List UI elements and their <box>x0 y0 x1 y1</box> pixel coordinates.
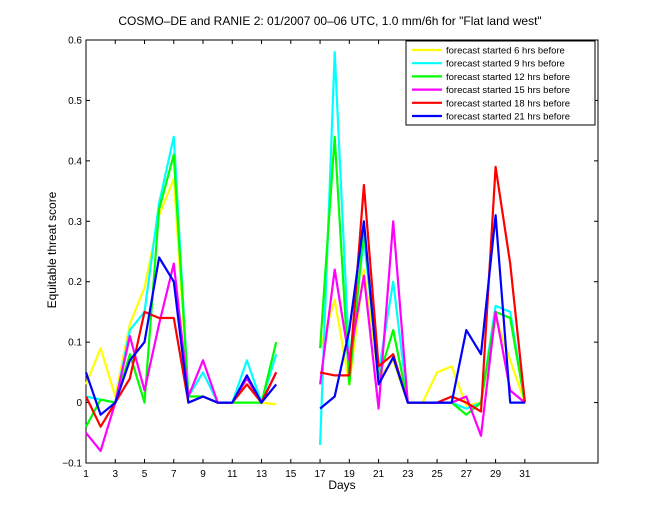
legend-entry-1: forecast started 6 hrs before <box>446 46 565 57</box>
y-tick-label: 0.4 <box>68 156 82 167</box>
y-axis-label: Equitable threat score <box>45 191 59 309</box>
legend-entry-2: forecast started 9 hrs before <box>446 59 565 70</box>
x-tick-label: 9 <box>200 469 206 480</box>
x-tick-label: 3 <box>112 469 118 480</box>
x-tick-label: 11 <box>227 469 238 480</box>
legend-entry-6: forecast started 21 hrs before <box>446 112 570 123</box>
x-tick-label: 25 <box>432 469 444 480</box>
chart-title: COSMO–DE and RANIE 2: 01/2007 00–06 UTC,… <box>118 14 542 28</box>
x-tick-label: 7 <box>171 469 177 480</box>
x-tick-label: 19 <box>344 469 356 480</box>
series-line-6 <box>84 214 525 416</box>
x-tick-label: 31 <box>519 469 531 480</box>
axes-box <box>85 39 599 464</box>
y-tick-label: 0.6 <box>68 36 82 47</box>
y-tick-label: −0.1 <box>62 459 82 470</box>
legend-entry-5: forecast started 18 hrs before <box>446 98 570 109</box>
legend-entry-4: forecast started 15 hrs before <box>446 85 570 96</box>
x-tick-label: 15 <box>285 469 297 480</box>
y-tick-label: 0.5 <box>68 96 82 107</box>
y-tick-label: 0.2 <box>68 277 82 288</box>
y-tick-label: 0.1 <box>68 338 82 349</box>
x-tick-label: 27 <box>461 469 473 480</box>
y-tick-label: 0 <box>76 398 82 409</box>
legend-box <box>405 40 596 126</box>
y-tick-label: 0.3 <box>68 217 82 228</box>
x-tick-label: 17 <box>314 469 326 480</box>
legend-entry-3: forecast started 12 hrs before <box>446 72 570 83</box>
x-tick-label: 13 <box>256 469 268 480</box>
x-axis-label: Days <box>328 478 356 492</box>
x-tick-label: 21 <box>373 469 385 480</box>
x-tick-label: 5 <box>142 469 148 480</box>
x-tick-label: 1 <box>83 469 89 480</box>
x-tick-label: 23 <box>402 469 414 480</box>
x-tick-label: 29 <box>490 469 502 480</box>
